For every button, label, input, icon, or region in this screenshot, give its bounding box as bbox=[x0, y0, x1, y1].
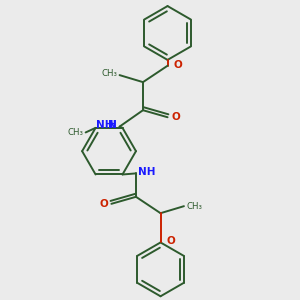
Text: NH: NH bbox=[138, 167, 156, 177]
Text: O: O bbox=[171, 112, 180, 122]
Text: O: O bbox=[167, 236, 175, 246]
Text: O: O bbox=[99, 199, 108, 209]
Text: H: H bbox=[109, 120, 117, 130]
Text: CH₃: CH₃ bbox=[101, 69, 117, 78]
Text: CH₃: CH₃ bbox=[67, 128, 83, 137]
Text: O: O bbox=[173, 60, 182, 70]
Text: N: N bbox=[109, 120, 117, 130]
Text: CH₃: CH₃ bbox=[186, 202, 202, 211]
Text: NH: NH bbox=[96, 120, 114, 130]
